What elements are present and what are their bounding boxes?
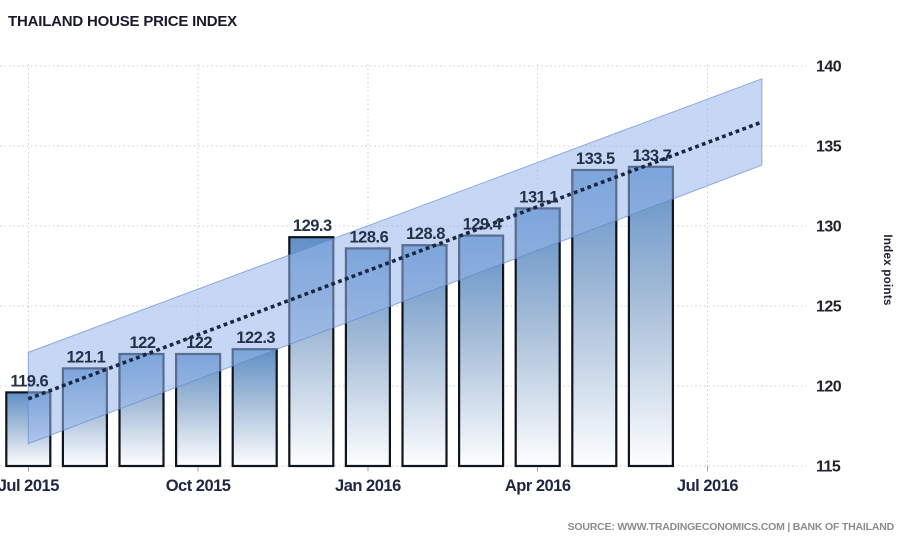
x-axis-tick-label: Apr 2016 xyxy=(505,477,571,495)
bar-value-label: 121.1 xyxy=(67,348,106,366)
bar-value-label: 122.3 xyxy=(236,329,275,347)
bar-value-label: 122 xyxy=(129,334,155,352)
bar-value-label: 133.7 xyxy=(633,147,672,165)
bar-value-label: 119.6 xyxy=(10,372,48,390)
x-axis-tick-label: Jul 2016 xyxy=(677,477,738,495)
y-axis-tick-label: 130 xyxy=(816,219,842,236)
bar-value-label: 131.1 xyxy=(519,188,558,206)
chart-title: THAILAND HOUSE PRICE INDEX xyxy=(8,13,237,30)
bar-value-label: 122 xyxy=(186,334,212,352)
bar-133.7[interactable] xyxy=(627,165,675,468)
bar-value-label: 133.5 xyxy=(576,150,615,168)
y-axis-tick-label: 140 xyxy=(816,59,842,76)
y-axis-tick-label: 115 xyxy=(816,459,841,476)
y-axis-tick-label: 120 xyxy=(816,379,842,396)
y-axis-tick-label: 135 xyxy=(816,139,842,156)
x-axis-tick-label: Jul 2015 xyxy=(0,477,59,495)
y-axis-tick-label: 125 xyxy=(816,299,842,316)
bar-value-label: 128.6 xyxy=(350,228,389,246)
x-axis-tick-label: Oct 2015 xyxy=(166,477,231,495)
bar-value-label: 129.4 xyxy=(463,216,503,234)
x-axis-tick-label: Jan 2016 xyxy=(335,477,401,495)
bar-122.3[interactable] xyxy=(231,348,278,468)
bar-value-label: 129.3 xyxy=(293,217,332,235)
y-axis-title: Index points xyxy=(881,234,893,305)
trend-line-dotted xyxy=(27,120,763,401)
bar-value-label: 128.8 xyxy=(406,225,445,243)
source-attribution: SOURCE: WWW.TRADINGECONOMICS.COM | BANK … xyxy=(567,521,895,533)
